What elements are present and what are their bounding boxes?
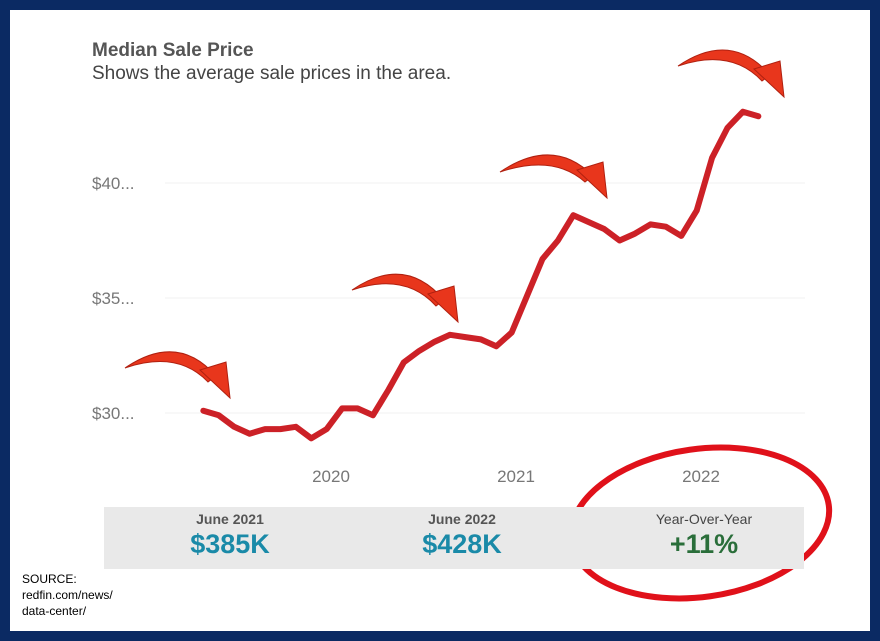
stats-panel: June 2021 $385K June 2022 $428K Year-Ove… — [104, 507, 804, 569]
curved-arrow-icon — [351, 273, 459, 324]
chart-title: Median Sale Price — [92, 40, 254, 61]
stat-label: Year-Over-Year — [655, 511, 753, 527]
stat-label: June 2021 — [196, 511, 264, 527]
curved-arrow-icon — [677, 49, 785, 99]
chart-subtitle: Shows the average sale prices in the are… — [92, 63, 452, 84]
y-tick-label: $40... — [92, 174, 135, 193]
x-tick-label: 2021 — [497, 467, 535, 486]
stat-value: $385K — [190, 529, 270, 559]
stat-value: $428K — [422, 529, 502, 559]
curved-arrow-icon — [499, 154, 608, 200]
x-tick-label: 2020 — [312, 467, 350, 486]
x-tick-label: 2022 — [682, 467, 720, 486]
y-tick-label: $30... — [92, 404, 135, 423]
y-tick-label: $35... — [92, 289, 135, 308]
source-label: SOURCE: — [22, 572, 77, 586]
stat-june-2021: June 2021 $385K — [130, 507, 330, 560]
stat-year-over-year: Year-Over-Year +11% — [604, 507, 804, 560]
source-note: SOURCE: redfin.com/news/ data-center/ — [22, 571, 113, 619]
source-url-cont: data-center/ — [22, 604, 87, 618]
stat-label: June 2022 — [428, 511, 496, 527]
stat-june-2022: June 2022 $428K — [362, 507, 562, 560]
price-line — [200, 108, 762, 442]
curved-arrow-icon — [124, 351, 231, 400]
stat-value: +11% — [669, 529, 739, 559]
source-url: redfin.com/news/ — [22, 588, 113, 602]
